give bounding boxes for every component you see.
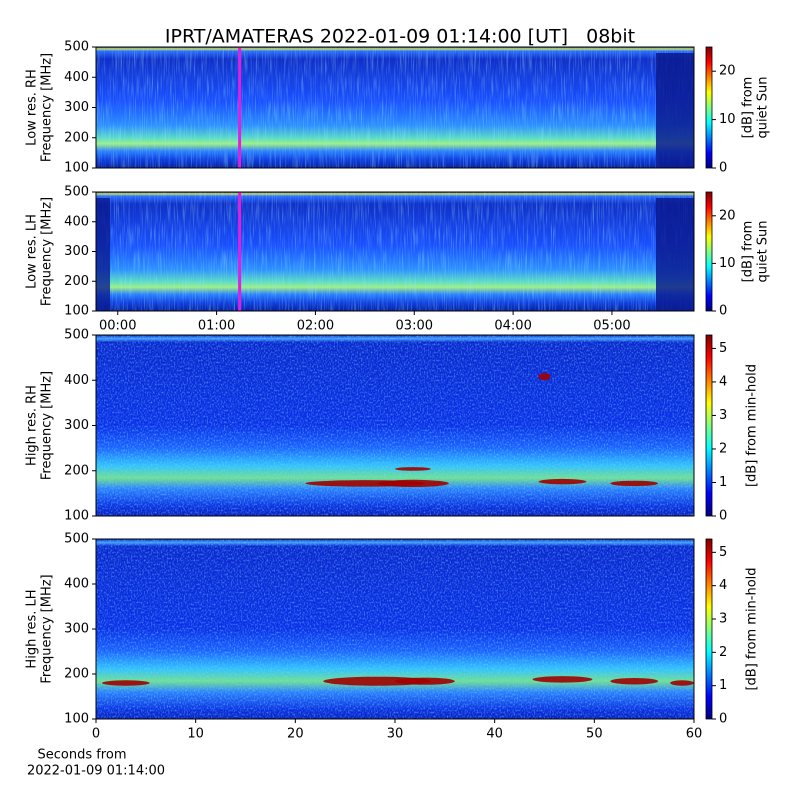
colorbar-tick-label: 0: [719, 304, 727, 319]
y-tick-label: 200: [64, 274, 89, 289]
colorbar-tick-label: 3: [719, 408, 727, 423]
burst: [538, 373, 551, 381]
colorbar-tick-label: 4: [719, 374, 727, 389]
burst: [395, 677, 455, 685]
burst: [610, 480, 659, 487]
x-tick-label: 02:00: [297, 319, 334, 334]
y-tick-label: 100: [64, 509, 89, 524]
y-axis-label: High res. LH: [25, 589, 40, 668]
y-axis-label: Frequency [MHz]: [40, 371, 55, 480]
y-tick-label: 400: [64, 70, 89, 85]
y-tick-label: 400: [64, 577, 89, 592]
colorbar-tick-label: 1: [719, 475, 727, 490]
x-tick-label: 01:00: [198, 319, 235, 334]
chart-title: IPRT/AMATERAS 2022-01-09 01:14:00 [UT] 0…: [165, 26, 635, 48]
burst: [101, 680, 150, 686]
x-tick-label: 30: [387, 727, 404, 742]
x-tick-label: 50: [586, 727, 603, 742]
x-tick-label: 0: [92, 727, 100, 742]
colorbar-tick-label: 10: [719, 256, 736, 271]
y-axis-label: High res. RH: [25, 385, 40, 466]
spectrogram-edge: [656, 53, 694, 168]
spectrogram-noise: [96, 539, 694, 719]
y-tick-label: 200: [64, 463, 89, 478]
colorbar-tick-label: 0: [719, 712, 727, 727]
colorbar-tick-label: 10: [719, 112, 736, 127]
x-axis-label: Seconds from: [37, 748, 126, 763]
colorbar-label: [dB] from min-hold: [745, 364, 760, 487]
y-tick-label: 500: [64, 40, 89, 55]
x-tick-label: 10: [187, 727, 204, 742]
colorbar-label: quiet Sun: [756, 76, 771, 138]
y-tick-label: 300: [64, 622, 89, 637]
colorbar-tick-label: 3: [719, 612, 727, 627]
colorbar-tick-label: 0: [719, 509, 727, 524]
spectrogram-noise: [96, 192, 694, 311]
x-tick-label: 00:00: [99, 319, 136, 334]
colorbar-tick-label: 20: [719, 64, 736, 79]
x-tick-label: 60: [686, 727, 703, 742]
colorbar-tick-label: 5: [719, 341, 727, 356]
burst: [538, 478, 587, 485]
y-tick-label: 100: [64, 304, 89, 319]
y-tick-label: 500: [64, 532, 89, 547]
x-tick-label: 20: [287, 727, 304, 742]
y-axis-label: Frequency [MHz]: [40, 197, 55, 306]
colorbar-tick-label: 1: [719, 678, 727, 693]
x-tick-label: 04:00: [494, 319, 531, 334]
colorbar: [705, 191, 713, 312]
colorbar-label: [dB] from: [741, 77, 756, 139]
burst: [610, 677, 659, 685]
x-tick-label: 03:00: [396, 319, 433, 334]
colorbar-tick-label: 20: [719, 208, 736, 223]
colorbar-label: [dB] from min-hold: [745, 567, 760, 690]
y-tick-label: 200: [64, 667, 89, 682]
colorbar-tick-label: 4: [719, 578, 727, 593]
burst: [532, 676, 593, 683]
y-axis-label: Low res. LH: [25, 214, 40, 289]
colorbar-tick-label: 0: [719, 161, 727, 176]
x-axis-label: 2022-01-09 01:14:00: [27, 764, 165, 779]
colorbar: [705, 334, 713, 517]
spectrogram-noise: [96, 47, 694, 168]
y-axis-label: Frequency [MHz]: [40, 574, 55, 683]
colorbar-label: [dB] from: [741, 221, 756, 283]
x-tick-label: 40: [486, 727, 503, 742]
x-tick-label: 05:00: [593, 319, 630, 334]
burst: [377, 479, 449, 488]
colorbar-tick-label: 2: [719, 645, 727, 660]
spectrogram-noise: [96, 335, 694, 516]
y-axis-label: Frequency [MHz]: [40, 53, 55, 162]
y-tick-label: 500: [64, 328, 89, 343]
y-tick-label: 400: [64, 214, 89, 229]
y-tick-label: 300: [64, 100, 89, 115]
y-axis-label: Low res. RH: [25, 69, 40, 146]
burst: [395, 467, 431, 471]
colorbar-tick-label: 2: [719, 441, 727, 456]
spectrogram-edge: [656, 198, 694, 311]
burst: [670, 680, 694, 686]
y-tick-label: 300: [64, 244, 89, 259]
y-tick-label: 300: [64, 418, 89, 433]
colorbar: [705, 538, 713, 720]
y-tick-label: 200: [64, 130, 89, 145]
y-tick-label: 400: [64, 373, 89, 388]
y-tick-label: 100: [64, 161, 89, 176]
colorbar: [705, 46, 713, 169]
colorbar-label: quiet Sun: [756, 220, 771, 282]
y-tick-label: 100: [64, 712, 89, 727]
spectrogram-edge: [96, 198, 110, 311]
colorbar-tick-label: 5: [719, 545, 727, 560]
y-tick-label: 500: [64, 185, 89, 200]
